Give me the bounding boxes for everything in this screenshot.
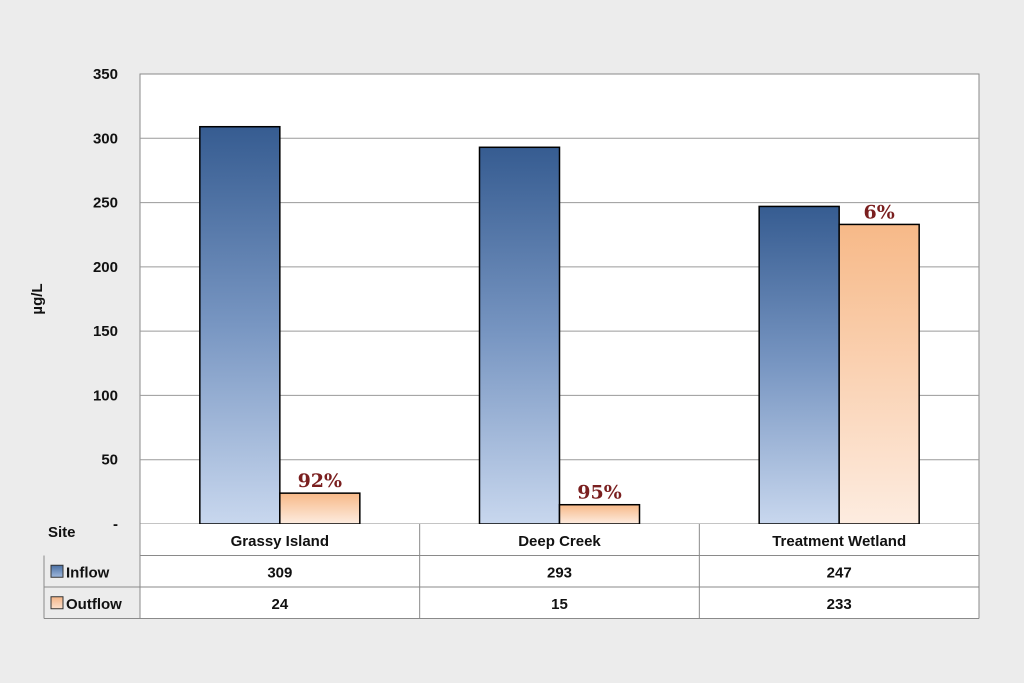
bar-inflow-1 <box>199 125 281 525</box>
y-tick-label: 150 <box>93 323 118 340</box>
table-row <box>140 555 979 587</box>
bar-inflow-2 <box>478 146 561 525</box>
table-row <box>140 587 979 619</box>
table-cell-value: 233 <box>827 596 852 613</box>
y-tick-label: 100 <box>93 387 118 404</box>
legend-label-outflow: Outflow <box>66 596 122 613</box>
bar-outflow-3 <box>838 223 920 525</box>
reduction-percent-label: 6% <box>864 201 895 223</box>
legend-key-outflow <box>50 596 64 610</box>
bar-annotations: 92% 95% 6% <box>298 201 895 503</box>
table-cell-value: 247 <box>827 564 852 581</box>
reduction-percent-label: 95% <box>577 482 622 504</box>
legend-key-inflow <box>50 564 64 578</box>
y-axis-ticks: - 50 100 150 200 250 300 350 <box>93 66 118 533</box>
y-axis-label: µg/L <box>29 283 46 314</box>
table-cell-value: 309 <box>267 564 292 581</box>
table-row <box>140 524 979 556</box>
y-tick-label: 300 <box>93 130 118 147</box>
table-cell-value: 24 <box>271 596 288 613</box>
y-tick-label: 200 <box>93 259 118 276</box>
category-label: Grassy Island <box>231 533 329 550</box>
bar-outflow-2 <box>558 503 641 525</box>
table-header-site: Site <box>48 524 76 541</box>
reduction-percent-label: 92% <box>298 470 343 492</box>
y-tick-label: 250 <box>93 195 118 212</box>
y-tick-label: 350 <box>93 66 118 83</box>
bars <box>199 125 920 525</box>
legend-label-inflow: Inflow <box>66 564 110 581</box>
y-tick-label: - <box>113 516 118 533</box>
table-cell-value: 15 <box>551 596 568 613</box>
y-tick-label: 50 <box>101 452 118 469</box>
data-table: Site Grassy Island Deep Creek Treatment Wet… <box>43 524 980 619</box>
category-label: Deep Creek <box>518 533 601 550</box>
table-cell-value: 293 <box>547 564 572 581</box>
bar-outflow-1 <box>279 492 361 525</box>
bar-inflow-3 <box>758 205 840 525</box>
category-label: Treatment Wetland <box>772 533 906 550</box>
